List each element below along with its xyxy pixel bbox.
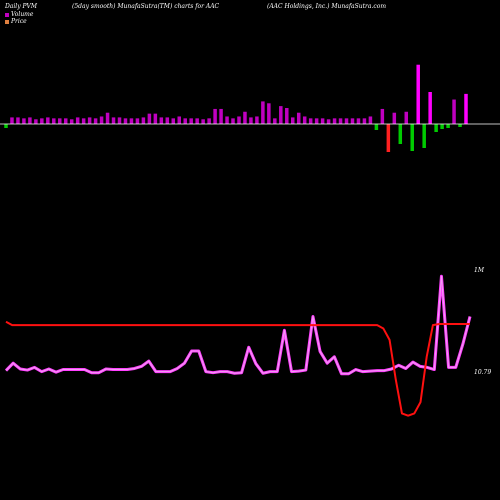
bar: [285, 108, 289, 124]
volume-max-label: 1M: [474, 267, 484, 274]
bar: [416, 64, 420, 124]
bar: [464, 93, 468, 124]
bar: [392, 112, 397, 124]
bar: [267, 103, 271, 124]
bar: [440, 124, 444, 129]
bar: [398, 124, 403, 144]
bar: [291, 117, 295, 124]
bar: [195, 118, 199, 124]
bar: [219, 108, 223, 124]
bar: [302, 116, 307, 124]
bar: [452, 99, 456, 124]
bar: [320, 118, 325, 124]
volume-swatch: [5, 12, 9, 17]
bar: [428, 92, 432, 124]
bar: [338, 118, 343, 124]
bar: [332, 118, 337, 124]
volume-smoothed-line: [5, 275, 471, 375]
bar: [4, 124, 8, 128]
bar: [117, 117, 122, 124]
bar: [458, 124, 462, 127]
bar: [34, 119, 38, 124]
bar: [213, 108, 217, 124]
bar: [69, 119, 74, 124]
bar: [111, 117, 116, 124]
bar: [296, 112, 301, 124]
bar: [225, 116, 229, 124]
bar: [40, 118, 44, 124]
bar: [28, 117, 32, 124]
legend-price-label: Price: [11, 18, 27, 25]
chart-title-middle: (5day smooth) MunafaSutra(TM) charts for…: [72, 3, 220, 10]
volume-bars: [4, 64, 468, 152]
bar: [207, 118, 211, 124]
bar: [177, 116, 181, 124]
bar: [183, 118, 187, 124]
bar: [159, 117, 164, 124]
bar: [153, 113, 158, 124]
bar: [105, 112, 110, 124]
bar: [404, 111, 409, 124]
bar: [75, 117, 80, 124]
bar: [386, 124, 391, 152]
bar: [165, 117, 170, 124]
bar: [279, 106, 283, 124]
bar: [171, 118, 176, 124]
bar: [81, 118, 86, 124]
bar: [380, 108, 385, 124]
bar: [434, 124, 438, 132]
bar: [314, 118, 319, 124]
legend-volume-label: Volume: [11, 11, 34, 18]
bar: [344, 118, 349, 124]
bar: [261, 101, 265, 124]
bar: [129, 118, 134, 124]
bar: [446, 124, 450, 128]
price-swatch: [5, 19, 9, 24]
bar: [273, 118, 277, 124]
price-smoothed-line: [5, 320, 470, 417]
bar: [350, 118, 355, 124]
bar: [308, 118, 313, 124]
bar: [87, 117, 92, 124]
bar: [58, 118, 62, 124]
bar: [141, 117, 146, 124]
bar: [362, 118, 367, 124]
price-last-label: 10.79: [474, 369, 492, 376]
bar: [135, 118, 140, 124]
bar: [243, 111, 247, 124]
bar: [249, 117, 253, 124]
legend-price: Price: [5, 18, 27, 25]
bar: [93, 118, 98, 124]
chart-title-right: (AAC Holdings, Inc.) MunafaSutra.com: [267, 3, 387, 10]
bar: [10, 117, 14, 124]
bar: [422, 124, 426, 148]
bar: [52, 118, 56, 124]
bar: [201, 119, 205, 124]
bar: [231, 118, 235, 124]
bar: [123, 118, 128, 124]
line-series: [4, 274, 472, 417]
bar: [63, 118, 68, 124]
bar: [255, 116, 259, 124]
bar: [326, 119, 331, 124]
bar: [99, 116, 104, 124]
bar: [189, 118, 193, 124]
bar: [374, 124, 379, 130]
bar: [410, 124, 414, 151]
bar: [237, 116, 241, 124]
bar: [22, 118, 26, 124]
chart-title-left: Daily PVM: [5, 3, 38, 10]
bar: [16, 117, 20, 124]
legend-volume: Volume: [5, 11, 33, 18]
bar: [356, 118, 361, 124]
bar: [368, 116, 373, 124]
bar: [147, 113, 152, 124]
bar: [46, 117, 50, 124]
